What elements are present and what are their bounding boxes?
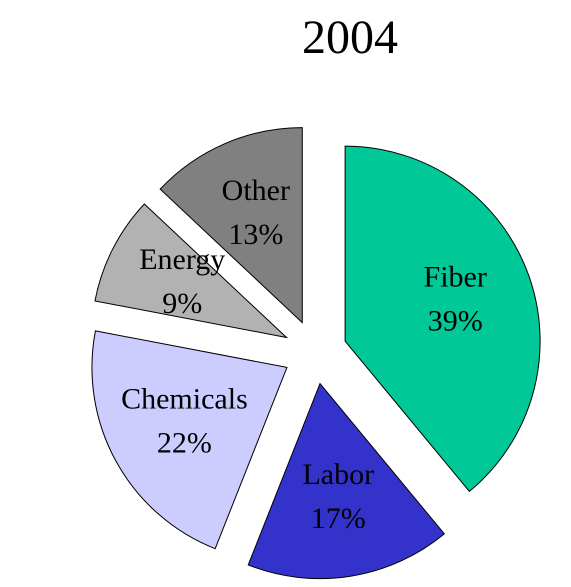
slice-value-label: 9% bbox=[162, 287, 202, 320]
chart-title: 2004 bbox=[302, 11, 398, 64]
slice-label: Chemicals bbox=[121, 383, 248, 416]
slice-value-label: 17% bbox=[311, 502, 366, 535]
slice-label: Labor bbox=[302, 458, 374, 491]
pie-slice bbox=[94, 203, 289, 339]
slice-value-label: 22% bbox=[157, 427, 212, 460]
slice-label: Energy bbox=[139, 243, 225, 276]
slice-value-label: 39% bbox=[428, 304, 483, 337]
slice-label: Other bbox=[222, 174, 290, 207]
pie-slice bbox=[344, 145, 541, 493]
pie-slice bbox=[247, 382, 446, 580]
slice-value-label: 13% bbox=[228, 218, 283, 251]
slice-label: Fiber bbox=[424, 260, 487, 293]
pie-slice bbox=[159, 127, 303, 324]
pie-slice bbox=[91, 330, 288, 550]
